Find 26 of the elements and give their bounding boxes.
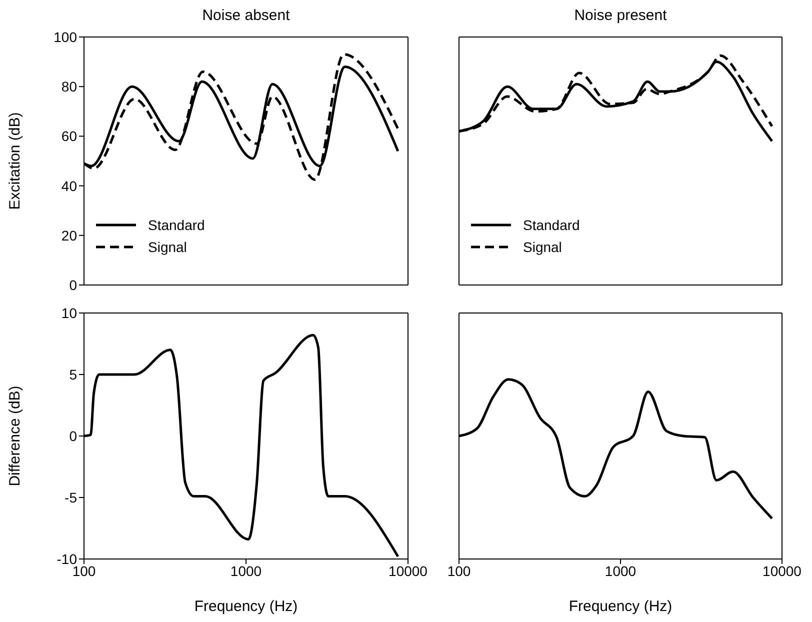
chart-title: Noise present	[573, 7, 668, 25]
y-axis-title: Excitation (dB)	[6, 112, 24, 210]
y-tick-label: 10	[61, 304, 78, 321]
chart-title: Noise absent	[201, 7, 291, 25]
x-tick-label: 1000	[604, 562, 636, 579]
legend-label: Standard	[523, 217, 580, 233]
y-tick-label: 60	[61, 128, 78, 144]
x-tick-label: 100	[447, 562, 471, 579]
x-tick-label: 10000	[388, 562, 428, 579]
y-axis-title: Difference (dB)	[6, 386, 24, 486]
y-tick-label: -5	[64, 489, 78, 506]
legend-label: Standard	[148, 217, 205, 233]
legend-label: Signal	[148, 239, 187, 255]
legend-label: Signal	[523, 239, 562, 255]
y-tick-label: 0	[69, 276, 78, 293]
y-tick-label: -10	[56, 550, 78, 567]
x-axis-title: Frequency (Hz)	[568, 598, 672, 615]
y-tick-label: 20	[61, 227, 78, 244]
y-tick-label: 100	[54, 28, 78, 45]
y-tick-label: 40	[61, 178, 78, 194]
x-axis-title: Frequency (Hz)	[194, 598, 298, 615]
x-tick-label: 10000	[762, 562, 802, 579]
y-tick-label: 80	[61, 78, 78, 95]
y-tick-label: 5	[69, 366, 78, 382]
y-tick-label: 0	[69, 428, 78, 444]
x-tick-label: 1000	[230, 562, 262, 579]
